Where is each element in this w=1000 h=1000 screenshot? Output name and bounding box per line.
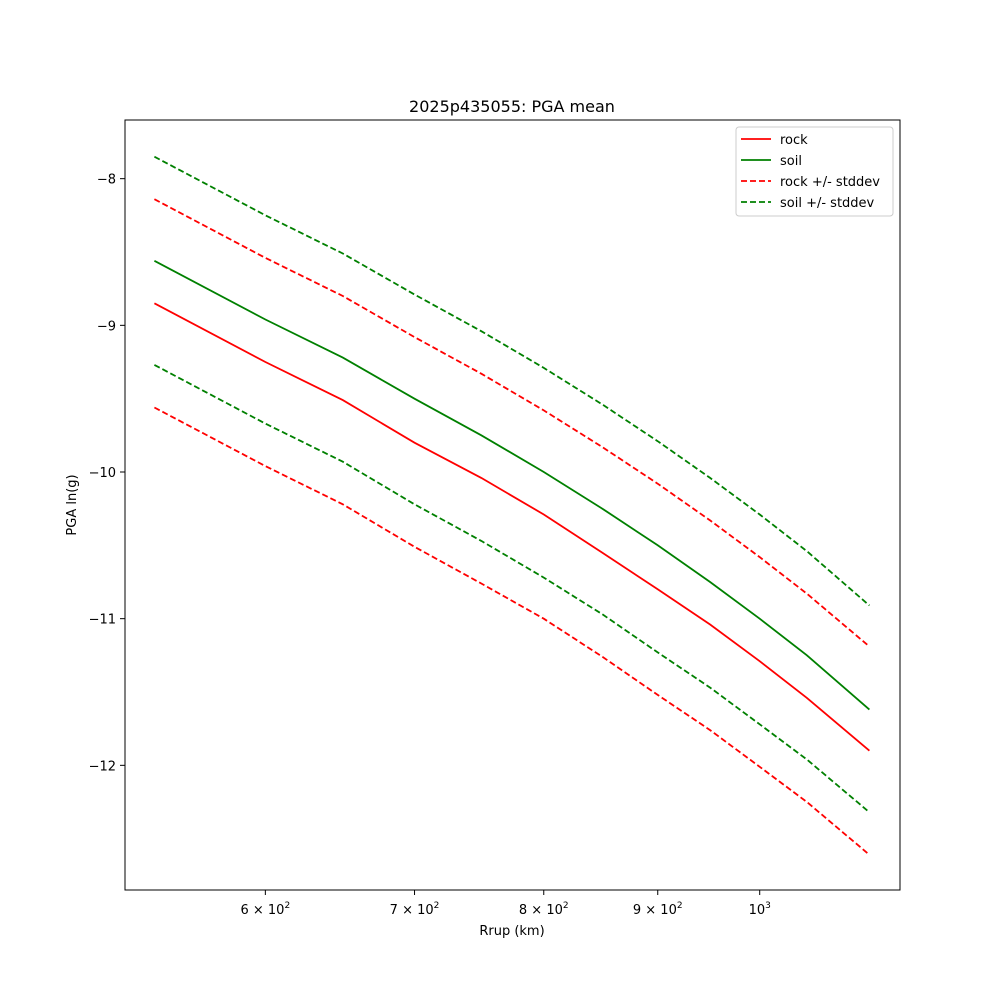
axes-frame bbox=[124, 119, 901, 891]
series-line-3 bbox=[153, 406, 870, 856]
legend-label-1: soil bbox=[780, 154, 802, 169]
x-tick-label-1: 7 × 102 bbox=[390, 901, 440, 918]
legend-label-0: rock bbox=[780, 133, 808, 148]
y-tick-label-3: −11 bbox=[89, 613, 116, 628]
y-tick-label-2: −10 bbox=[89, 466, 116, 481]
y-tick-label-0: −8 bbox=[97, 173, 116, 188]
y-tick-label-1: −9 bbox=[97, 319, 116, 334]
x-tick-label-3: 9 × 102 bbox=[633, 901, 683, 918]
chart-title: 2025p435055: PGA mean bbox=[409, 97, 615, 116]
plot-area bbox=[153, 155, 870, 856]
series-line-2 bbox=[153, 198, 870, 648]
series-line-1 bbox=[153, 260, 870, 711]
y-axis: −8 −9 −10 −11 −12 bbox=[89, 173, 125, 774]
legend-label-2: rock +/- stddev bbox=[780, 175, 880, 190]
x-tick-label-0: 6 × 102 bbox=[240, 901, 290, 918]
series-line-0 bbox=[153, 302, 870, 752]
legend-label-3: soil +/- stddev bbox=[780, 196, 875, 211]
legend-box bbox=[735, 126, 894, 217]
y-axis-label: PGA ln(g) bbox=[65, 474, 80, 535]
x-axis-label: Rrup (km) bbox=[479, 924, 544, 939]
y-tick-label-4: −12 bbox=[89, 759, 116, 774]
x-axis: 6 × 102 7 × 102 8 × 102 9 × 102 103 bbox=[240, 890, 771, 918]
series-line-4 bbox=[153, 155, 870, 607]
legend: rock soil rock +/- stddev soil +/- stddev bbox=[735, 126, 894, 217]
x-tick-label-2: 8 × 102 bbox=[519, 901, 569, 918]
series-line-5 bbox=[153, 364, 870, 813]
